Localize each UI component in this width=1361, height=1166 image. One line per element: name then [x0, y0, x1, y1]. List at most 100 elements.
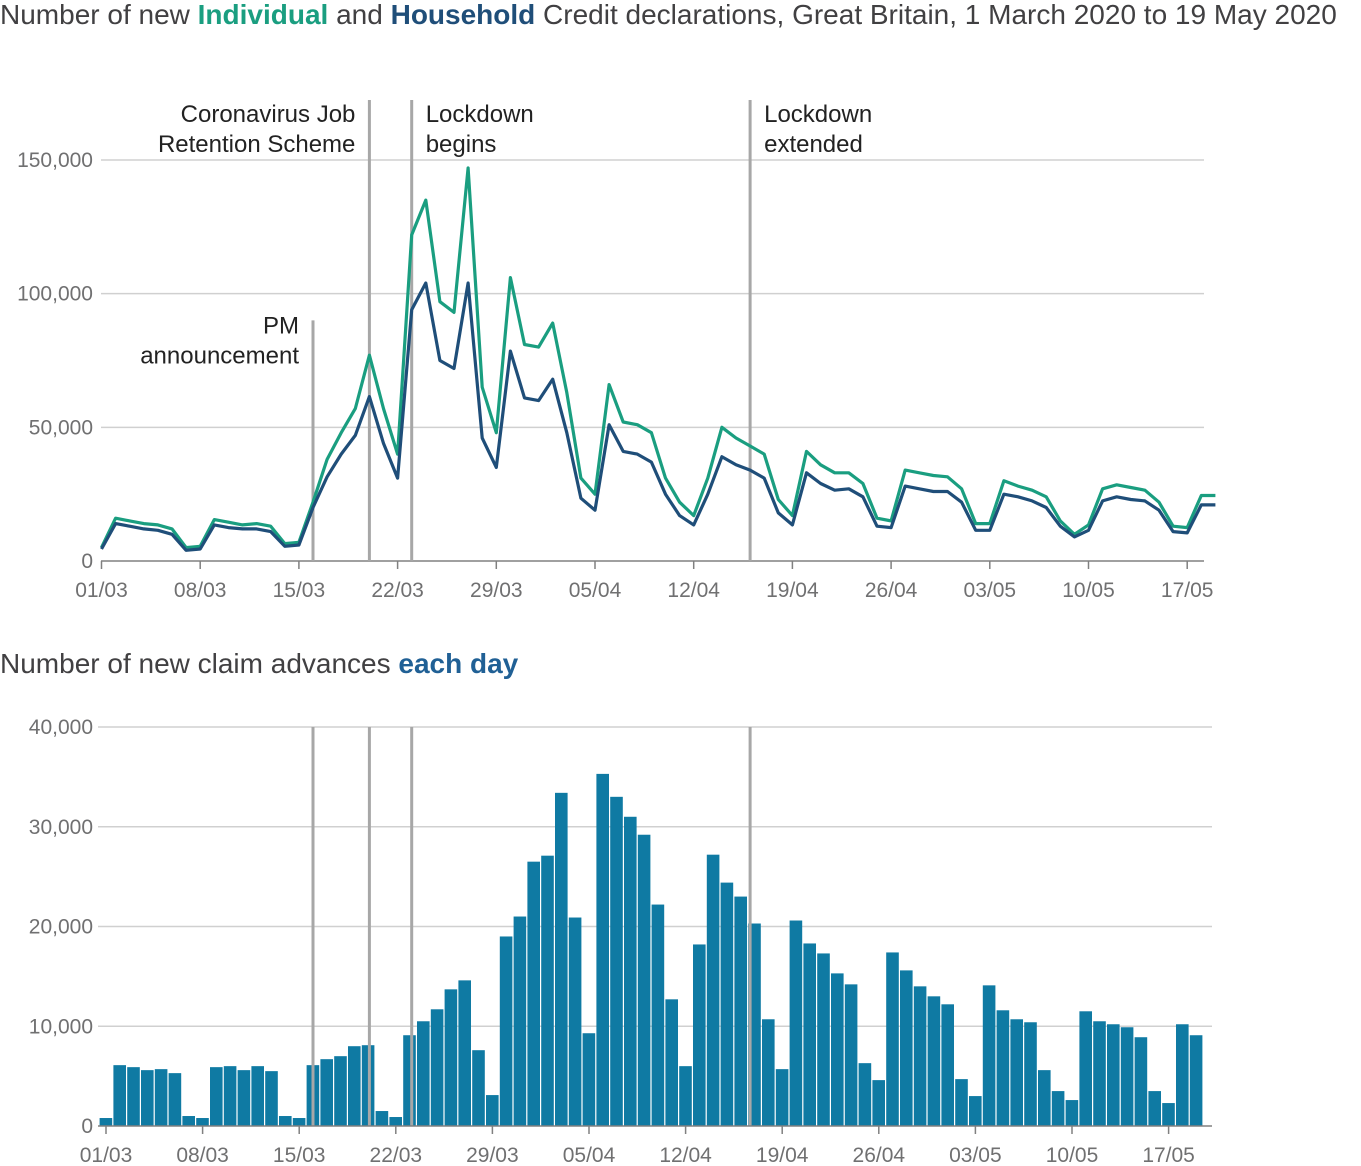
- bar: [651, 904, 665, 1126]
- bar: [430, 1009, 444, 1126]
- annotation-label: Retention Scheme: [158, 131, 355, 158]
- bar: [637, 834, 651, 1126]
- y-tick-label: 0: [81, 550, 93, 573]
- bar: [472, 1050, 485, 1126]
- y-tick-label: 50,000: [29, 416, 93, 439]
- x-tick-label: 15/03: [273, 579, 326, 602]
- x-tick-label: 05/04: [569, 579, 622, 602]
- x-tick-label: 22/03: [371, 579, 424, 602]
- bar: [182, 1116, 195, 1126]
- bottom-chart-title: Number of new claim advances each day: [0, 648, 519, 679]
- series-line-individual: [100, 166, 1216, 550]
- x-tick-label: 19/04: [756, 1144, 809, 1166]
- bar: [1038, 1070, 1051, 1126]
- bar: [900, 970, 913, 1126]
- y-tick-label: 100,000: [17, 283, 93, 306]
- bar: [775, 1069, 789, 1126]
- bar: [444, 989, 458, 1126]
- annotation-label: announcement: [140, 342, 299, 369]
- bar: [403, 1035, 416, 1126]
- y-tick-label: 0: [81, 1115, 93, 1138]
- bar: [568, 917, 582, 1126]
- annotation-label: PM: [263, 312, 299, 339]
- y-tick-label: 150,000: [17, 149, 93, 172]
- annotation-label: begins: [426, 131, 497, 158]
- bar: [527, 861, 540, 1126]
- bar: [334, 1056, 347, 1126]
- bar: [237, 1070, 251, 1126]
- x-tick-label: 08/03: [174, 579, 227, 602]
- bar: [720, 882, 734, 1126]
- bar: [265, 1071, 278, 1126]
- bar: [596, 773, 609, 1126]
- x-tick-label: 01/03: [80, 1144, 133, 1166]
- bar: [1176, 1024, 1189, 1126]
- x-tick-label: 10/05: [1062, 579, 1115, 602]
- y-tick-label: 10,000: [29, 1015, 93, 1038]
- x-tick-label: 03/05: [964, 579, 1017, 602]
- x-tick-label: 01/03: [75, 579, 128, 602]
- bar: [610, 796, 623, 1126]
- bar: [858, 1063, 872, 1126]
- bar: [417, 1021, 430, 1126]
- x-tick-label: 26/04: [853, 1144, 906, 1166]
- bar: [223, 1066, 237, 1126]
- x-tick-label: 29/03: [466, 1144, 519, 1166]
- bar: [127, 1067, 140, 1126]
- top-chart-title: Number of new Individual and Household C…: [0, 0, 1337, 30]
- x-tick-label: 03/05: [949, 1144, 1002, 1166]
- x-tick-label: 15/03: [273, 1144, 326, 1166]
- y-tick-label: 40,000: [29, 716, 93, 739]
- bar: [789, 920, 803, 1126]
- bar: [348, 1046, 361, 1126]
- x-tick-label: 17/05: [1161, 579, 1214, 602]
- bar: [665, 999, 678, 1126]
- bar: [513, 916, 527, 1126]
- annotation-label: Lockdown: [764, 101, 872, 128]
- bar: [555, 792, 568, 1126]
- bar: [1093, 1021, 1106, 1126]
- bar: [1024, 1022, 1037, 1126]
- x-tick-label: 08/03: [176, 1144, 229, 1166]
- bar: [982, 985, 996, 1126]
- bar: [844, 984, 858, 1126]
- annotation-label: Coronavirus Job: [181, 101, 356, 128]
- bar: [486, 1095, 499, 1126]
- bar: [1148, 1091, 1161, 1126]
- bar: [624, 816, 637, 1126]
- title-individual: Individual: [197, 0, 329, 30]
- x-tick-label: 26/04: [865, 579, 918, 602]
- bar: [831, 973, 844, 1126]
- bar: [582, 1033, 596, 1126]
- bar: [458, 980, 471, 1126]
- title-each-day: each day: [398, 648, 519, 679]
- bar: [969, 1096, 982, 1126]
- annotation-label: extended: [764, 131, 863, 158]
- x-tick-label: 05/04: [563, 1144, 616, 1166]
- bar: [913, 986, 927, 1126]
- bar: [762, 1019, 775, 1126]
- bar: [1065, 1100, 1079, 1126]
- bar: [251, 1066, 264, 1126]
- bar: [154, 1069, 168, 1126]
- bar: [941, 1004, 954, 1126]
- bar: [389, 1117, 402, 1126]
- x-tick-label: 17/05: [1142, 1144, 1195, 1166]
- bar: [872, 1080, 885, 1126]
- bar: [996, 1010, 1010, 1126]
- x-tick-label: 12/04: [659, 1144, 712, 1166]
- bar: [1010, 1019, 1023, 1126]
- x-tick-label: 22/03: [370, 1144, 423, 1166]
- x-tick-label: 29/03: [470, 579, 523, 602]
- bar: [196, 1118, 209, 1126]
- bar: [1134, 1037, 1148, 1126]
- title-household: Household: [390, 0, 536, 30]
- bar: [679, 1066, 692, 1126]
- bar: [817, 953, 830, 1126]
- bar: [168, 1073, 182, 1126]
- bar: [1120, 1027, 1134, 1126]
- bar: [113, 1065, 126, 1126]
- bar: [541, 855, 554, 1126]
- annotation-label: Lockdown: [426, 101, 534, 128]
